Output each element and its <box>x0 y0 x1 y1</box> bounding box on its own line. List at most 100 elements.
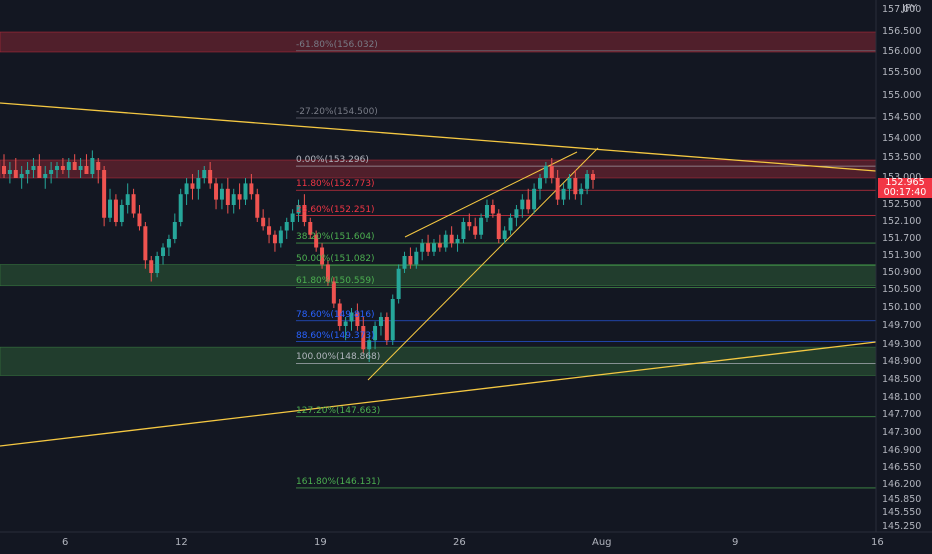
candle[interactable] <box>408 247 413 269</box>
wedge-upper-line[interactable] <box>404 151 578 238</box>
candle[interactable] <box>320 243 325 269</box>
candle[interactable] <box>361 317 366 354</box>
candle[interactable] <box>31 158 36 178</box>
candle[interactable] <box>172 213 177 244</box>
candle[interactable] <box>567 174 572 200</box>
candle[interactable] <box>579 183 584 205</box>
candle[interactable] <box>414 247 419 269</box>
candle[interactable] <box>373 321 378 350</box>
candle[interactable] <box>60 158 65 174</box>
candle[interactable] <box>267 217 272 244</box>
candle[interactable] <box>49 162 54 184</box>
candle[interactable] <box>390 294 395 346</box>
candle[interactable] <box>437 234 442 252</box>
candle[interactable] <box>108 188 113 222</box>
candle[interactable] <box>484 199 489 222</box>
candle[interactable] <box>367 335 372 363</box>
candle[interactable] <box>225 178 230 214</box>
candle[interactable] <box>237 183 242 210</box>
candle[interactable] <box>467 213 472 231</box>
candle[interactable] <box>249 174 254 200</box>
candle[interactable] <box>84 154 89 174</box>
candle[interactable] <box>272 230 277 252</box>
candle[interactable] <box>66 158 71 178</box>
candle[interactable] <box>190 174 195 200</box>
candle[interactable] <box>585 170 590 195</box>
candle[interactable] <box>137 205 142 231</box>
candle[interactable] <box>90 150 95 178</box>
candle[interactable] <box>155 251 160 278</box>
candle[interactable] <box>532 183 537 214</box>
ascending-trendline[interactable] <box>0 341 877 447</box>
candle[interactable] <box>490 199 495 218</box>
candle[interactable] <box>473 217 478 239</box>
candle[interactable] <box>284 217 289 239</box>
candle[interactable] <box>573 170 578 200</box>
candle[interactable] <box>549 158 554 184</box>
candle[interactable] <box>184 178 189 205</box>
candle[interactable] <box>25 162 30 184</box>
candle[interactable] <box>543 162 548 184</box>
candle[interactable] <box>314 230 319 252</box>
candle[interactable] <box>479 213 484 240</box>
candle[interactable] <box>461 217 466 244</box>
candle[interactable] <box>96 158 101 184</box>
candle[interactable] <box>19 166 24 189</box>
candle[interactable] <box>7 162 12 184</box>
candle[interactable] <box>502 226 507 244</box>
candle[interactable] <box>296 199 301 222</box>
candle[interactable] <box>143 222 148 269</box>
candle[interactable] <box>278 226 283 248</box>
candle[interactable] <box>219 183 224 210</box>
candle[interactable] <box>561 183 566 205</box>
candle[interactable] <box>443 230 448 252</box>
candle[interactable] <box>591 170 595 189</box>
zone-green-3[interactable] <box>0 346 877 376</box>
zone-red-0[interactable] <box>0 31 877 53</box>
candle[interactable] <box>449 226 454 248</box>
candle[interactable] <box>202 166 207 184</box>
candle[interactable] <box>37 154 42 178</box>
candle[interactable] <box>308 217 313 239</box>
candle[interactable] <box>355 303 360 331</box>
descending-trendline[interactable] <box>0 102 877 172</box>
candle[interactable] <box>402 251 407 273</box>
candle[interactable] <box>131 188 136 218</box>
candle[interactable] <box>508 213 513 235</box>
candle[interactable] <box>325 260 330 286</box>
candle[interactable] <box>526 188 531 214</box>
candle[interactable] <box>255 188 260 222</box>
candle[interactable] <box>113 194 118 227</box>
zone-red-1[interactable] <box>0 159 877 179</box>
candle[interactable] <box>302 194 307 227</box>
candle[interactable] <box>55 162 60 178</box>
candle[interactable] <box>378 312 383 336</box>
wedge-lower-line[interactable] <box>367 147 599 381</box>
candle[interactable] <box>161 243 166 265</box>
zone-green-2[interactable] <box>0 264 877 287</box>
candle[interactable] <box>196 170 201 200</box>
candle[interactable] <box>331 277 336 308</box>
candle[interactable] <box>537 174 542 200</box>
candle[interactable] <box>384 312 389 346</box>
candle[interactable] <box>125 183 130 214</box>
candle[interactable] <box>349 308 354 331</box>
candle[interactable] <box>231 188 236 214</box>
candle[interactable] <box>426 234 431 256</box>
candle[interactable] <box>166 234 171 256</box>
candle[interactable] <box>290 209 295 231</box>
candle[interactable] <box>178 188 183 227</box>
candle[interactable] <box>43 166 48 189</box>
candle[interactable] <box>496 209 501 244</box>
candle[interactable] <box>13 158 18 178</box>
candle[interactable] <box>420 239 425 261</box>
candle[interactable] <box>243 178 248 205</box>
candle[interactable] <box>337 299 342 331</box>
candle[interactable] <box>514 205 519 227</box>
candle[interactable] <box>214 178 219 210</box>
candle[interactable] <box>520 194 525 218</box>
candle[interactable] <box>72 154 77 170</box>
candle[interactable] <box>343 317 348 341</box>
